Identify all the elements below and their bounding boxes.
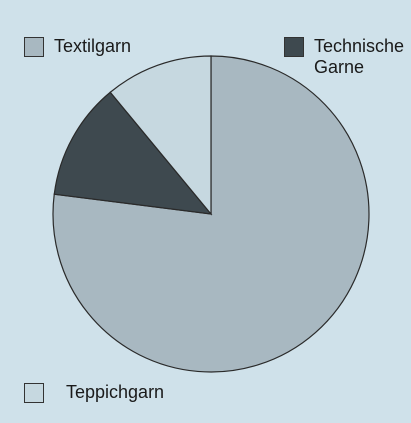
legend-swatch (24, 37, 44, 57)
pie-slice (53, 91, 213, 215)
pie-slice (52, 55, 370, 373)
legend-label: Textilgarn (54, 36, 132, 56)
legend-label: Teppichgarn (66, 382, 165, 402)
legend-item: Technische Garne (284, 36, 411, 78)
legend-swatch (24, 383, 44, 403)
legend-item: Textilgarn (24, 36, 131, 57)
legend-swatch (284, 37, 304, 57)
legend-item: Teppichgarn (24, 382, 164, 403)
pie-slice (109, 55, 212, 216)
legend-label: Technische Garne (314, 36, 405, 77)
